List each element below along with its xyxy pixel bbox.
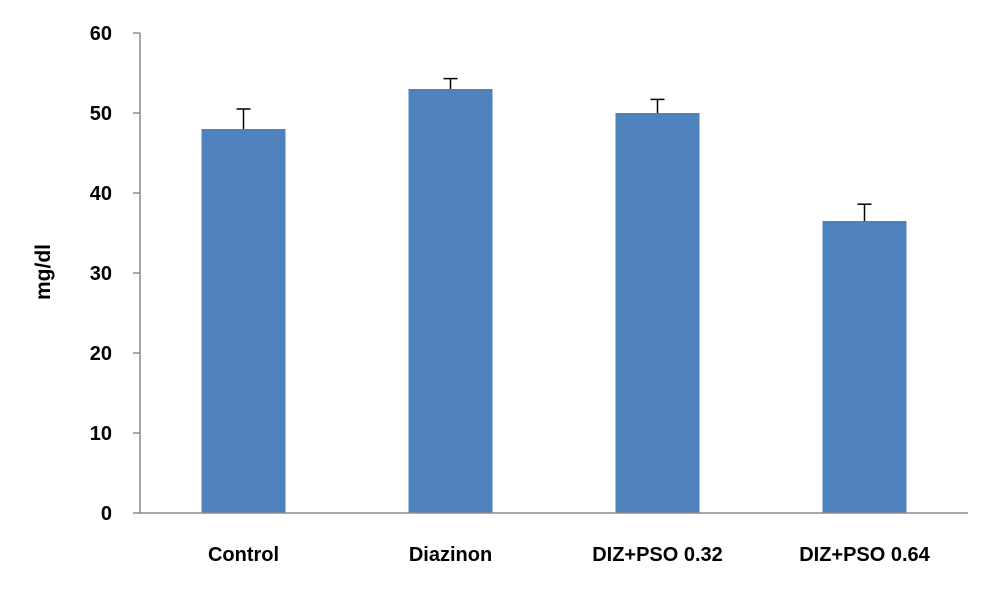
bar bbox=[201, 129, 286, 513]
bar bbox=[408, 89, 493, 513]
x-category-label: Diazinon bbox=[409, 544, 492, 566]
x-axis-labels: Control Diazinon DIZ+PSO 0.32 DIZ+PSO 0.64 bbox=[208, 544, 931, 566]
bars-layer bbox=[201, 89, 907, 513]
y-tick-label: 40 bbox=[90, 183, 112, 205]
y-tick-label: 10 bbox=[90, 423, 112, 445]
x-category-label: DIZ+PSO 0.32 bbox=[592, 544, 723, 566]
error-bars-layer bbox=[236, 77, 872, 221]
x-category-label: DIZ+PSO 0.64 bbox=[799, 544, 930, 566]
y-axis-ticks: 0 10 20 30 40 50 60 bbox=[90, 23, 140, 525]
y-axis-title: mg/dl bbox=[32, 244, 55, 300]
x-category-label: Control bbox=[208, 544, 279, 566]
y-tick-label: 20 bbox=[90, 343, 112, 365]
bar bbox=[615, 113, 700, 513]
bar bbox=[822, 221, 907, 513]
y-tick-label: 0 bbox=[101, 503, 112, 525]
y-tick-label: 60 bbox=[90, 23, 112, 45]
y-tick-label: 30 bbox=[90, 263, 112, 285]
y-tick-label: 50 bbox=[90, 103, 112, 125]
